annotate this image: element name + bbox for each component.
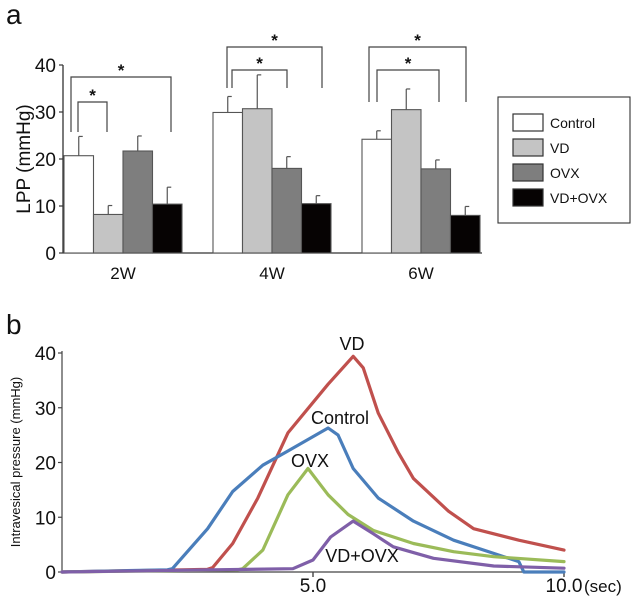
series-label: VD+OVX: [325, 546, 399, 566]
y-tick-label: 0: [45, 563, 56, 584]
significance-bracket: [226, 46, 323, 88]
line-chart-panel-b: Intravesical pressure (mmHg) (sec) 0 10 20…: [8, 334, 622, 597]
series-line-vd: [60, 354, 566, 574]
series-label: VD: [339, 334, 364, 354]
x-tick-label: 10.0: [546, 576, 583, 597]
y-tick-label: 20: [35, 150, 56, 171]
y-tick-label: 10: [35, 508, 56, 529]
x-tick-label: 6W: [408, 264, 434, 283]
y-tick-label: 30: [35, 399, 56, 420]
series-label: OVX: [291, 451, 329, 471]
legend-label: VD+OVX: [550, 190, 608, 206]
legend-swatch: [512, 163, 544, 182]
panel-a-label: a: [6, 0, 22, 30]
legend-label: Control: [550, 115, 595, 131]
significance-star: *: [256, 54, 263, 73]
series-line-ovx: [60, 466, 566, 574]
panel-b-label: b: [6, 309, 22, 340]
panel-b-x-unit-label: (sec): [584, 577, 622, 596]
significance-star: *: [414, 31, 421, 50]
significance-bracket: [70, 76, 172, 132]
y-tick-label: 0: [45, 244, 56, 265]
legend-label: VD: [550, 140, 569, 156]
significance-star: *: [89, 86, 96, 105]
significance-star: *: [271, 31, 278, 50]
y-tick-label: 20: [35, 454, 56, 475]
legend-label: OVX: [550, 165, 580, 181]
legend-swatch: [512, 188, 544, 207]
x-tick-label: 2W: [110, 264, 136, 283]
bar-control: [212, 111, 244, 254]
bar-control: [63, 155, 95, 254]
panel-a-y-axis-label: LPP (mmHg): [14, 104, 35, 213]
significance-bracket: [77, 101, 108, 132]
bar-vd-ovx: [449, 214, 481, 254]
bar-ovx: [122, 150, 154, 254]
y-tick-label: 10: [35, 197, 56, 218]
legend-swatch: [512, 138, 544, 157]
panel-b-y-axis-label: Intravesical pressure (mmHg): [8, 377, 23, 548]
series-line-vd-ovx: [60, 519, 566, 574]
bar-vd-ovx: [300, 203, 332, 254]
significance-bracket: [368, 46, 467, 102]
significance-bracket: [376, 69, 440, 102]
series-label: Control: [311, 408, 369, 428]
y-tick-label: 40: [35, 344, 56, 365]
significance-bracket: [231, 69, 288, 88]
x-tick-label: 4W: [259, 264, 285, 283]
bar-vd: [241, 108, 273, 254]
bar-ovx: [420, 168, 452, 254]
legend-swatch: [512, 113, 544, 132]
bar-vd-ovx: [151, 203, 183, 254]
bar-control: [361, 138, 393, 254]
series-line-control: [60, 426, 566, 574]
significance-star: *: [118, 61, 125, 80]
x-tick-label: 5.0: [300, 576, 326, 597]
significance-star: *: [405, 54, 412, 73]
bar-vd: [92, 213, 124, 254]
bar-vd: [390, 109, 422, 254]
y-tick-label: 40: [35, 56, 56, 77]
y-tick-label: 30: [35, 103, 56, 124]
bar-ovx: [271, 167, 303, 254]
